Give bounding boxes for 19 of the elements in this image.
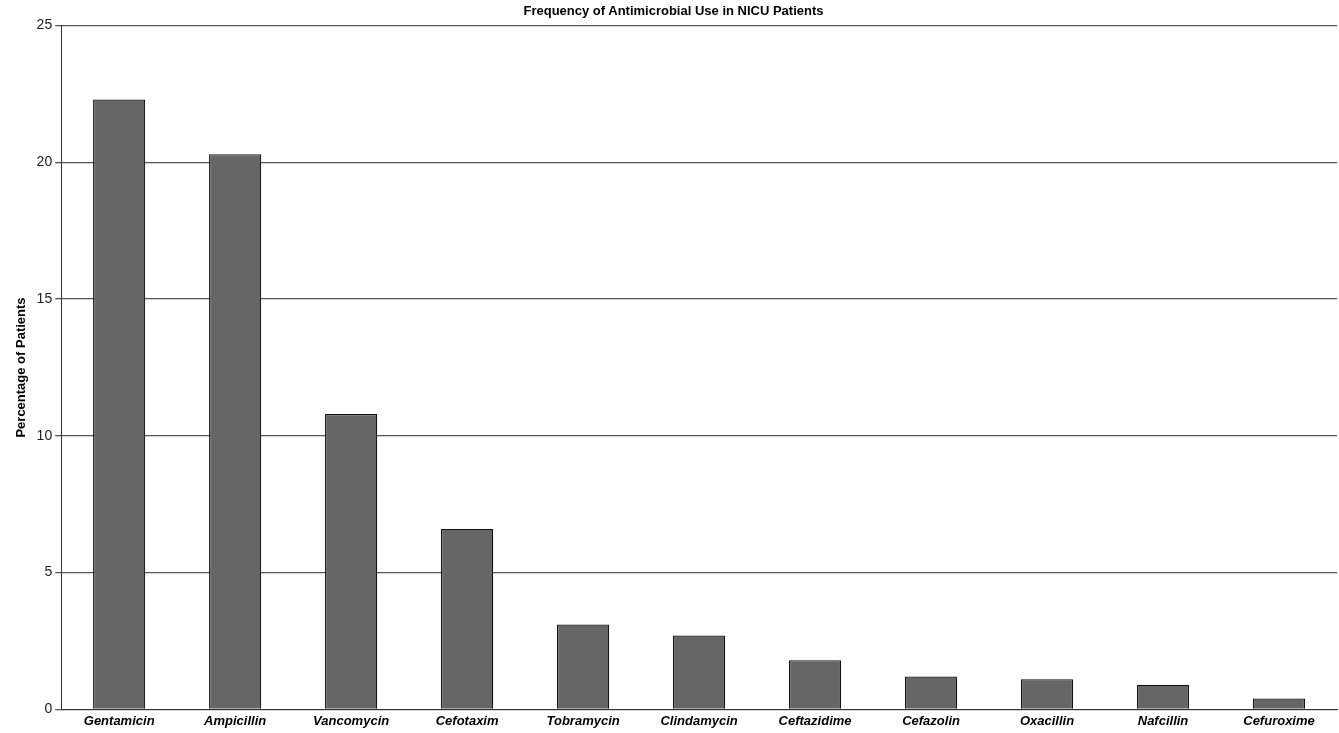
y-axis-title: Percentage of Patients [13,297,29,438]
x-tick-label: Oxacillin [1019,712,1075,728]
x-tick-label: Ampicillin [203,712,267,728]
y-tick-label: 25 [36,16,53,33]
x-tick-label: Gentamicin [83,712,155,728]
x-tick-label: Cefotaxim [435,712,499,728]
x-tick-label: Ceftazidime [778,712,852,728]
x-tick-label: Cefuroxime [1243,712,1315,728]
y-tick-label: 10 [36,426,53,443]
y-tick-label: 5 [44,563,53,580]
chart-title: Frequency of Antimicrobial Use in NICU Patients [523,3,824,19]
y-tick-label: 15 [36,289,53,306]
y-tick-label: 20 [36,153,53,170]
x-tick-label: Cefazolin [902,712,960,728]
x-tick-label: Nafcillin [1137,712,1189,728]
x-tick-label: Tobramycin [546,712,620,728]
x-tick-label: Vancomycin [313,712,390,728]
y-tick-label: 0 [44,700,53,717]
x-tick-label: Clindamycin [660,712,738,728]
